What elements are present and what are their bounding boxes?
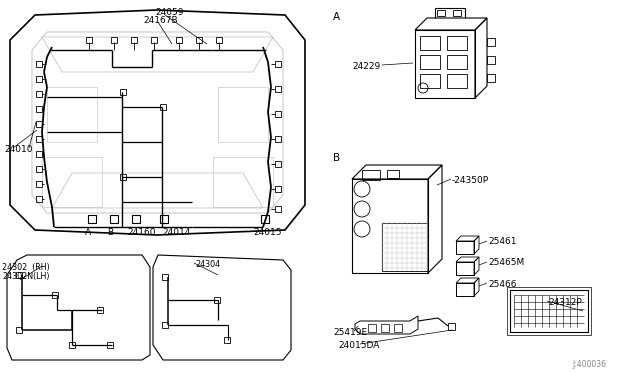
Bar [120,89,126,95]
Bar [275,111,281,117]
Bar [447,74,467,88]
Bar [120,174,126,180]
Text: 25461: 25461 [488,237,516,246]
Text: 24015DA: 24015DA [338,341,380,350]
Text: 24229: 24229 [352,62,380,71]
Bar [36,181,42,187]
Text: -24350P: -24350P [452,176,489,185]
Bar [275,206,281,212]
Bar [162,274,168,280]
Text: 24302  (RH): 24302 (RH) [2,263,50,272]
Bar [162,322,168,328]
Bar [420,36,440,50]
Bar [36,61,42,67]
Bar [487,38,495,46]
Text: 25466: 25466 [488,280,516,289]
Text: 24160: 24160 [127,228,156,237]
Bar [16,327,22,333]
Bar [160,104,166,110]
Bar [507,287,591,335]
Bar [437,10,445,16]
Bar [362,170,380,180]
Bar [448,323,455,330]
Text: B: B [333,153,340,163]
Bar [487,74,495,82]
Bar [151,37,157,43]
Bar [420,55,440,69]
Text: 24015: 24015 [253,228,282,237]
Bar [176,37,182,43]
Bar [487,56,495,64]
Text: 25419E: 25419E [333,328,367,337]
Bar [36,76,42,82]
Bar [510,290,588,332]
Text: 24014: 24014 [162,228,190,237]
Text: J:400036: J:400036 [572,360,606,369]
Bar [36,91,42,97]
Bar [381,324,389,332]
Bar [224,337,230,343]
Text: 24312P: 24312P [548,298,582,307]
Bar [453,10,461,16]
Bar [275,136,281,142]
Bar [107,342,113,348]
Bar [132,215,140,223]
Text: 24167B: 24167B [143,16,178,25]
Bar [261,215,269,223]
Bar [275,61,281,67]
Bar [110,215,118,223]
Bar [86,37,92,43]
Bar [275,86,281,92]
Bar [69,342,75,348]
Bar [216,37,222,43]
Bar [420,74,440,88]
Bar [275,186,281,192]
Bar [36,121,42,127]
Bar [131,37,137,43]
Bar [36,106,42,112]
Text: 24304: 24304 [195,260,220,269]
Text: 24302N(LH): 24302N(LH) [2,272,49,281]
Bar [382,223,428,271]
Bar [16,272,22,278]
Text: B: B [107,228,113,237]
Text: A: A [333,12,340,22]
Text: 24059: 24059 [155,8,184,17]
Bar [275,161,281,167]
Bar [447,36,467,50]
Text: A: A [85,228,91,237]
Bar [36,196,42,202]
Bar [196,37,202,43]
Bar [368,324,376,332]
Bar [387,170,399,178]
Bar [214,297,220,303]
Bar [36,136,42,142]
Bar [447,55,467,69]
Bar [36,151,42,157]
Bar [160,215,168,223]
Bar [52,292,58,298]
Bar [88,215,96,223]
Text: 25465M: 25465M [488,258,524,267]
Bar [97,307,103,313]
Bar [111,37,117,43]
Bar [36,166,42,172]
Bar [394,324,402,332]
Text: 24010: 24010 [4,145,33,154]
